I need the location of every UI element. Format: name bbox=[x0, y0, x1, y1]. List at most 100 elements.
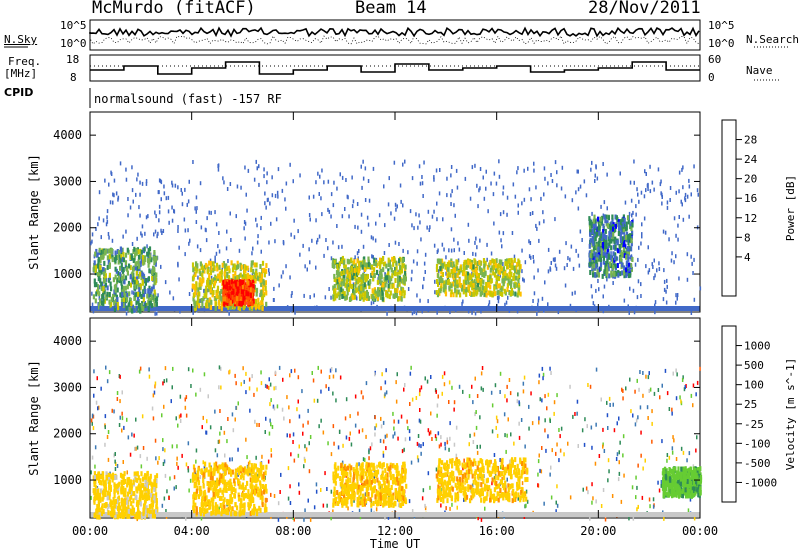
echo-region-cell bbox=[595, 232, 598, 238]
echo-speckle bbox=[357, 411, 359, 416]
echo-speckle bbox=[264, 191, 266, 196]
echo-speckle bbox=[632, 288, 635, 293]
echo-speckle bbox=[457, 241, 459, 246]
echo-region-cell bbox=[133, 246, 136, 252]
echo-region-cell bbox=[153, 486, 156, 492]
echo-region-cell bbox=[147, 251, 150, 257]
echo-region-cell bbox=[103, 298, 106, 304]
echo-speckle bbox=[456, 505, 458, 510]
echo-speckle bbox=[164, 366, 167, 371]
echo-speckle bbox=[637, 257, 639, 262]
echo-speckle bbox=[507, 295, 509, 300]
echo-region-cell bbox=[95, 474, 98, 479]
echo-region-cell bbox=[137, 254, 141, 260]
echo-region-cell bbox=[135, 270, 138, 276]
echo-speckle bbox=[472, 400, 474, 405]
echo-region-cell bbox=[103, 250, 106, 256]
echo-speckle bbox=[129, 205, 132, 210]
echo-speckle bbox=[420, 451, 422, 456]
echo-speckle bbox=[226, 229, 228, 234]
echo-region-cell bbox=[351, 294, 354, 300]
echo-region-cell bbox=[472, 289, 475, 295]
echo-region-cell bbox=[492, 265, 495, 271]
echo-speckle bbox=[479, 238, 481, 243]
echo-speckle bbox=[353, 498, 355, 503]
echo-speckle bbox=[167, 209, 170, 214]
echo-speckle bbox=[642, 371, 644, 375]
echo-region-cell bbox=[511, 265, 514, 271]
echo-region-cell bbox=[403, 293, 406, 299]
echo-speckle bbox=[115, 462, 117, 466]
echo-speckle bbox=[145, 179, 148, 184]
echo-speckle bbox=[553, 400, 556, 405]
echo-speckle bbox=[126, 470, 128, 475]
echo-speckle bbox=[531, 211, 534, 215]
echo-speckle bbox=[467, 309, 470, 314]
echo-region-cell bbox=[236, 275, 239, 280]
echo-speckle bbox=[511, 231, 514, 235]
echo-speckle bbox=[209, 425, 212, 430]
echo-speckle bbox=[345, 435, 348, 440]
echo-region-cell bbox=[140, 471, 143, 477]
echo-speckle bbox=[261, 454, 263, 459]
echo-region-cell bbox=[252, 298, 255, 304]
echo-region-cell bbox=[137, 508, 140, 514]
echo-region-cell bbox=[100, 254, 103, 260]
echo-speckle bbox=[499, 212, 502, 217]
echo-speckle bbox=[581, 238, 583, 242]
echo-speckle bbox=[427, 471, 430, 476]
echo-region-cell bbox=[259, 507, 262, 513]
echo-region-cell bbox=[237, 285, 241, 291]
echo-speckle bbox=[556, 484, 558, 489]
echo-region-cell bbox=[380, 268, 383, 274]
echo-region-cell bbox=[122, 486, 125, 491]
echo-region-cell bbox=[122, 257, 126, 263]
echo-region-cell bbox=[240, 264, 243, 270]
echo-speckle bbox=[690, 393, 693, 398]
echo-speckle bbox=[268, 240, 270, 245]
echo-speckle bbox=[690, 311, 693, 315]
noise-right-tick-top: 10^5 bbox=[708, 19, 735, 32]
echo-region-cell bbox=[588, 252, 591, 258]
echo-speckle bbox=[106, 215, 108, 220]
echo-region-cell bbox=[612, 273, 615, 279]
echo-region-cell bbox=[619, 271, 622, 277]
echo-speckle bbox=[533, 259, 535, 264]
date-title: 28/Nov/2011 bbox=[588, 0, 701, 18]
echo-speckle bbox=[164, 473, 167, 478]
echo-region-cell bbox=[257, 492, 260, 498]
echo-speckle bbox=[641, 495, 644, 500]
echo-region-cell bbox=[590, 249, 593, 255]
echo-region-cell bbox=[605, 267, 609, 272]
echo-region-cell bbox=[237, 470, 241, 476]
echo-speckle bbox=[289, 162, 291, 167]
echo-speckle bbox=[435, 389, 437, 394]
echo-region-cell bbox=[195, 261, 198, 267]
echo-speckle bbox=[251, 374, 253, 379]
echo-speckle bbox=[196, 206, 198, 211]
echo-speckle bbox=[564, 194, 567, 199]
echo-speckle bbox=[309, 260, 311, 265]
echo-speckle bbox=[368, 456, 370, 461]
echo-region-cell bbox=[366, 292, 369, 297]
echo-speckle bbox=[604, 517, 607, 522]
echo-region-cell bbox=[102, 285, 105, 291]
echo-region-cell bbox=[146, 293, 149, 299]
echo-speckle bbox=[476, 245, 478, 250]
echo-region-cell bbox=[194, 266, 197, 272]
echo-region-cell bbox=[121, 289, 124, 295]
echo-speckle bbox=[270, 398, 272, 403]
echo-speckle bbox=[598, 287, 600, 292]
echo-region-cell bbox=[597, 216, 600, 222]
echo-region-cell bbox=[397, 296, 400, 302]
echo-region-cell bbox=[499, 291, 502, 296]
echo-speckle bbox=[227, 417, 229, 421]
echo-region-cell bbox=[139, 248, 142, 254]
echo-region-cell bbox=[341, 290, 344, 296]
echo-region-cell bbox=[501, 291, 504, 297]
echo-speckle bbox=[372, 255, 374, 260]
echo-region-cell bbox=[139, 513, 142, 519]
echo-region-cell bbox=[351, 284, 354, 290]
echo-region-cell bbox=[611, 218, 614, 223]
echo-speckle bbox=[188, 488, 190, 493]
